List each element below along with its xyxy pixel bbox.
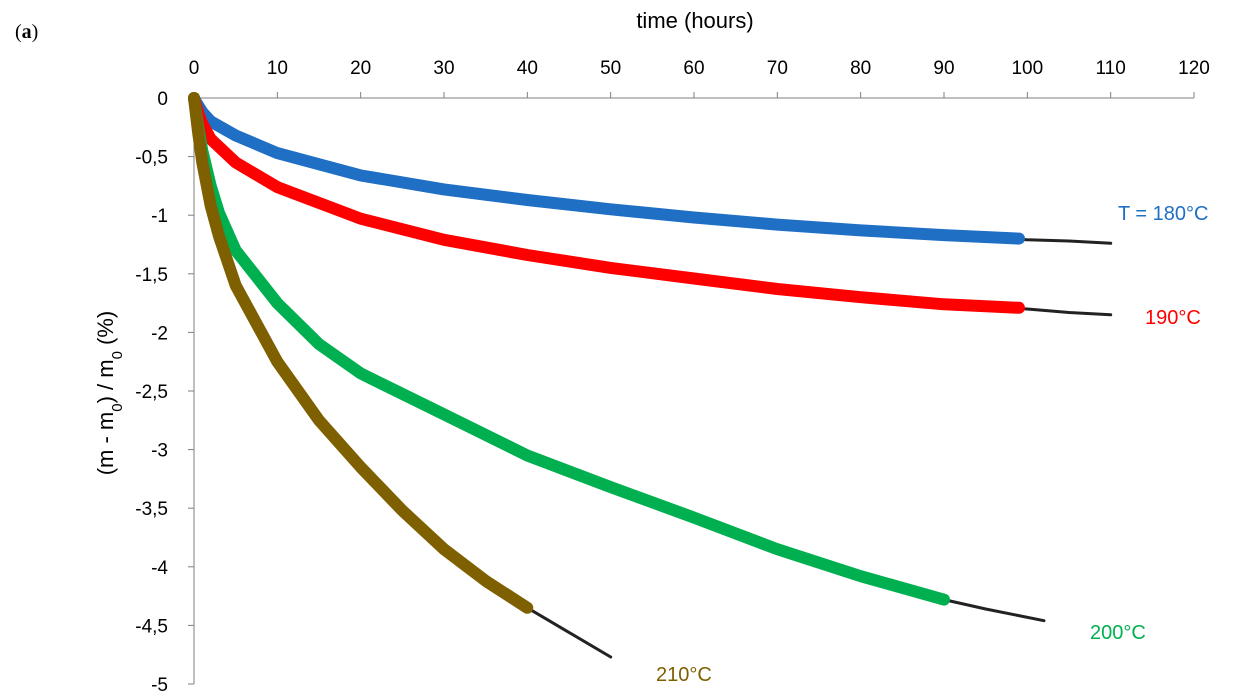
y-tick-label: -3 xyxy=(151,441,168,462)
y-axis-title-part-1: (m - m xyxy=(93,412,118,476)
x-tick-label: 110 xyxy=(1096,58,1126,79)
y-axis-title-subscript-1: 0 xyxy=(109,403,126,411)
x-tick-label: 20 xyxy=(350,58,371,79)
y-axis-title: (m - m0) / m0 (%) xyxy=(93,311,126,476)
x-axis-title: time (hours) xyxy=(636,8,753,33)
x-tick-label: 40 xyxy=(517,58,538,79)
series-4 xyxy=(188,92,613,659)
x-tick-label: 50 xyxy=(600,58,621,79)
y-tick-label: -4,5 xyxy=(135,616,168,637)
panel-label-close: ) xyxy=(32,21,39,43)
series-layer xyxy=(188,92,1113,659)
x-tick-label: 120 xyxy=(1178,58,1210,79)
x-tick-label: 80 xyxy=(850,58,871,79)
y-tick-label: -1 xyxy=(151,206,168,227)
series-2 xyxy=(188,92,1113,317)
y-axis-title-subscript-2: 0 xyxy=(109,351,126,359)
series-3-label: 200°C xyxy=(1090,622,1146,644)
series-4-data-line xyxy=(188,92,534,614)
x-tick-label: 90 xyxy=(933,58,954,79)
series-labels: T = 180°C 190°C 200°C 210°C xyxy=(656,203,1208,686)
panel-label-letter: a xyxy=(22,21,32,43)
y-tick-label: -1,5 xyxy=(135,265,168,286)
x-axis-ticks: 0 10 20 30 40 50 60 70 80 90 100 110 120 xyxy=(189,58,1210,98)
series-1-data-line xyxy=(188,92,1025,245)
y-axis-title-part-2: ) / m xyxy=(93,359,118,403)
y-tick-label: -4 xyxy=(151,558,168,579)
series-1 xyxy=(188,92,1113,245)
y-tick-label: -0,5 xyxy=(135,148,168,169)
y-axis-ticks: 0 -0,5 -1 -1,5 -2 -2,5 -3 -3,5 -4 -4,5 -5 xyxy=(135,89,194,695)
y-tick-label: -2,5 xyxy=(135,382,168,403)
panel-label-open: ( xyxy=(15,21,22,43)
series-2-data-line xyxy=(188,92,1025,314)
series-3 xyxy=(188,92,1046,623)
x-tick-label: 30 xyxy=(433,58,454,79)
y-tick-label: -2 xyxy=(151,323,168,344)
panel-label: (a) xyxy=(15,21,38,43)
x-tick-label: 10 xyxy=(267,58,288,79)
series-3-data-line xyxy=(188,92,950,606)
y-tick-label: 0 xyxy=(157,89,168,110)
series-2-label: 190°C xyxy=(1145,307,1201,329)
series-1-label: T = 180°C xyxy=(1118,203,1208,225)
x-tick-label: 100 xyxy=(1011,58,1043,79)
y-tick-label: -3,5 xyxy=(135,499,168,520)
x-tick-label: 60 xyxy=(683,58,704,79)
x-tick-label: 0 xyxy=(189,58,200,79)
series-4-label: 210°C xyxy=(656,664,712,686)
y-tick-label: -5 xyxy=(151,675,168,695)
x-tick-label: 70 xyxy=(767,58,788,79)
y-axis-title-part-3: (%) xyxy=(93,311,118,351)
